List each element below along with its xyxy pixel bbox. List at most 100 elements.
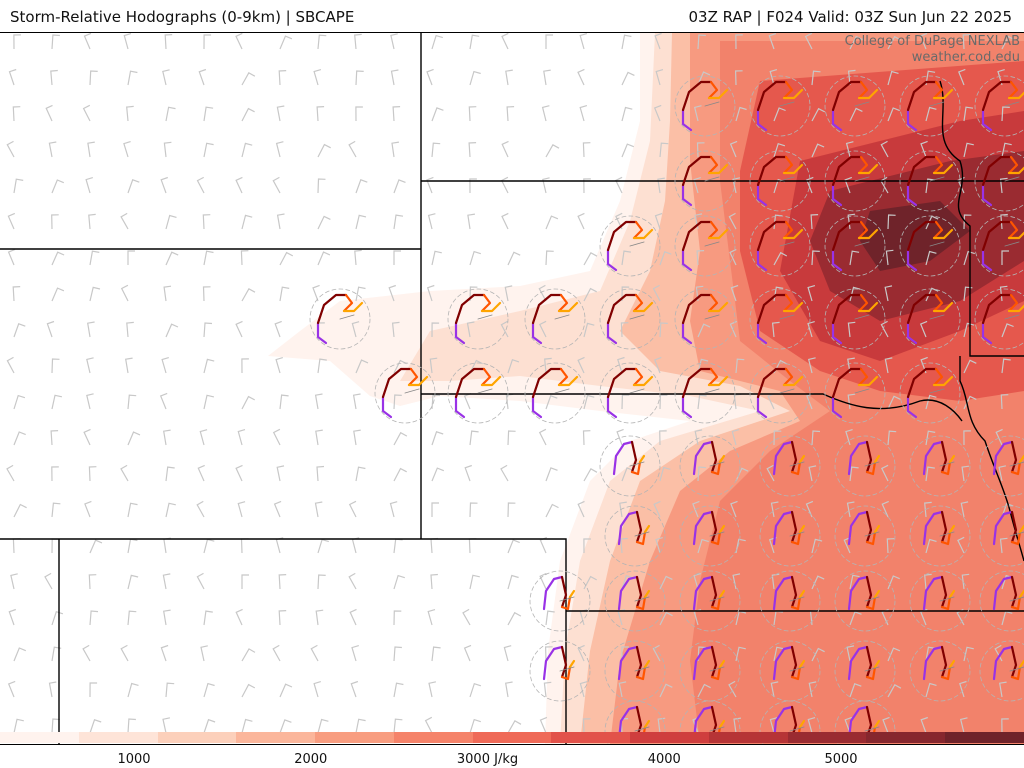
hodograph-trace <box>681 183 693 207</box>
wind-barb <box>427 213 436 230</box>
hodograph-trace <box>1007 91 1024 100</box>
border-ne-ks <box>421 393 963 422</box>
hodograph-trace <box>1010 665 1022 681</box>
hodograph-trace <box>831 108 843 132</box>
wind-barb <box>198 68 207 86</box>
storm-motion-vector <box>339 314 355 320</box>
wind-barb <box>469 286 478 302</box>
wind-barb <box>165 502 176 518</box>
hodograph-trace <box>342 301 364 313</box>
colorbar-tick-label: 3000 J/kg <box>456 752 519 767</box>
wind-barb <box>880 140 889 158</box>
hodograph-trace <box>1007 293 1019 313</box>
wind-barb <box>811 70 821 86</box>
storm-motion-vector <box>554 388 570 394</box>
hodograph-trace <box>906 220 938 252</box>
hodograph-trace <box>606 321 618 345</box>
hodograph-trace <box>782 155 794 175</box>
wind-barb <box>577 212 585 230</box>
hodograph-range-ring <box>834 505 896 567</box>
hodograph-trace <box>681 220 713 252</box>
hodograph-range-ring <box>824 288 886 350</box>
storm-motion-vector <box>1009 531 1024 537</box>
hodograph-range-ring <box>909 435 971 497</box>
hodograph-trace <box>635 645 643 679</box>
wind-barb <box>431 394 441 410</box>
hodograph-trace <box>940 530 952 546</box>
storm-motion-vector <box>789 666 805 672</box>
wind-barb <box>730 500 738 518</box>
wind-barb <box>849 611 862 626</box>
wind-barb <box>807 285 816 302</box>
hodograph-trace <box>681 80 713 112</box>
wind-barb <box>390 33 398 50</box>
wind-barb <box>51 34 60 50</box>
hodograph-trace <box>873 719 881 729</box>
wind-barb <box>317 251 331 266</box>
wind-barb <box>621 71 635 86</box>
hodograph-trace <box>480 301 502 313</box>
hodograph-trace <box>932 228 954 240</box>
wind-barb <box>279 683 293 698</box>
hodograph-range-ring <box>674 288 736 350</box>
wind-barb <box>621 250 631 266</box>
hodograph-trace <box>932 293 944 313</box>
hodograph-trace <box>1007 80 1019 100</box>
wind-barb <box>542 177 550 194</box>
wind-barb <box>811 430 821 446</box>
wind-barb <box>844 176 853 194</box>
storm-motion-vector <box>779 101 795 107</box>
wind-barb <box>541 105 550 122</box>
hodograph-trace <box>865 575 873 609</box>
wind-barb <box>51 394 63 410</box>
wind-barb <box>127 538 138 554</box>
hodograph-trace <box>782 220 794 240</box>
hodograph-trace <box>873 659 881 669</box>
wind-barb <box>276 465 285 482</box>
hodograph-trace <box>831 183 843 207</box>
wind-barb <box>616 428 624 446</box>
wind-barb <box>884 285 893 302</box>
wind-barb <box>579 105 588 122</box>
wind-barb <box>845 141 854 158</box>
wind-barb <box>163 141 172 158</box>
storm-motion-vector <box>709 531 725 537</box>
wind-barb <box>693 573 701 590</box>
credit-line-2: weather.cod.edu <box>911 50 1020 65</box>
wind-barb <box>621 467 634 482</box>
wind-barb <box>462 608 471 626</box>
wind-barb <box>202 214 211 230</box>
wind-barb <box>614 176 623 194</box>
hodograph-trace <box>681 108 693 132</box>
wind-barb <box>354 249 362 266</box>
storm-motion-vector <box>629 241 645 247</box>
hodograph-trace <box>681 155 713 187</box>
wind-barb <box>505 681 513 698</box>
hodograph-range-ring <box>447 362 509 424</box>
hodograph-trace <box>557 367 569 387</box>
wind-barb <box>844 716 853 734</box>
hodograph-trace <box>981 155 1013 187</box>
wind-barb <box>999 681 1007 698</box>
hodograph-trace <box>632 375 654 387</box>
storm-motion-vector <box>939 531 955 537</box>
wind-barb <box>276 213 285 230</box>
wind-barb <box>127 574 139 590</box>
hodograph-trace <box>681 367 713 399</box>
wind-barb <box>620 537 628 554</box>
hodograph-trace <box>992 575 1014 611</box>
hodograph-trace <box>906 155 938 187</box>
hodograph-trace <box>681 248 693 272</box>
storm-motion-vector <box>629 388 645 394</box>
hodograph-trace <box>857 367 869 387</box>
hodograph-trace <box>707 293 719 313</box>
wind-barb <box>545 467 558 482</box>
wind-barb <box>770 681 779 698</box>
hodograph-trace <box>681 293 713 325</box>
hodograph-trace <box>707 301 729 313</box>
storm-motion-vector <box>939 666 955 672</box>
hodograph-range-ring <box>899 215 961 277</box>
hodograph-trace <box>632 293 644 313</box>
wind-barb <box>354 33 362 50</box>
